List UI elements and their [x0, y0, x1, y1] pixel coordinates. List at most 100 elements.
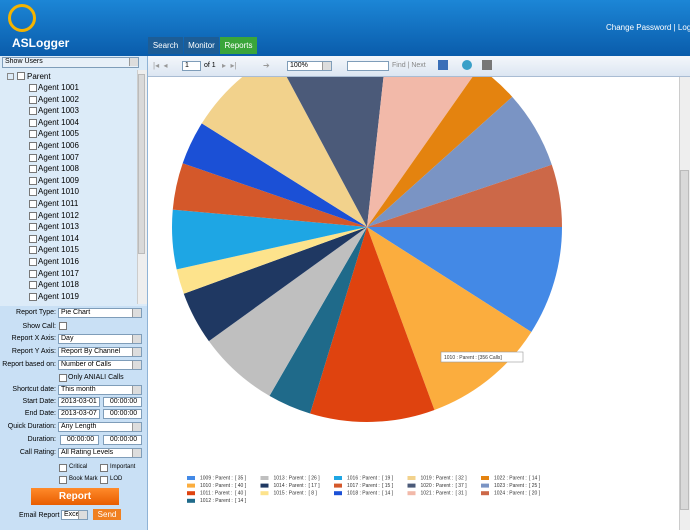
report-button[interactable]: Report [31, 488, 119, 505]
time-input[interactable]: 00:00:00 [103, 409, 142, 419]
select[interactable]: Excel [61, 510, 88, 520]
select[interactable]: Pie Chart [58, 308, 142, 318]
agent: Agent 1011 [38, 199, 79, 208]
pie-slice [367, 77, 513, 227]
legend-value: [ 17 ] [309, 483, 321, 489]
page-input[interactable]: 1 [182, 61, 201, 71]
time-input[interactable]: 00:00:00 [103, 435, 142, 445]
checkbox[interactable] [29, 107, 37, 116]
next[interactable]: Next [411, 62, 426, 69]
select[interactable]: Day [58, 334, 142, 344]
legend-label: 1019 : Parent : [421, 475, 454, 481]
checkbox[interactable] [29, 258, 37, 266]
time-input[interactable]: 00:00:00 [60, 435, 99, 445]
checkbox-label: Critical [69, 464, 88, 470]
tree-toggle[interactable] [7, 73, 14, 80]
find-input[interactable] [347, 61, 389, 71]
agent: Agent 1006 [38, 141, 79, 150]
print-icon[interactable] [482, 60, 492, 70]
time-input[interactable]: 00:00:00 [103, 397, 142, 407]
date-input[interactable]: 2013-03-07 [58, 409, 100, 419]
agent: Agent 1017 [38, 268, 79, 278]
field-label: Duration: [27, 436, 56, 443]
field-label: Report X Axis: [11, 335, 56, 342]
send-button[interactable]: Send [93, 509, 121, 520]
legend-label: 1017 : Parent : [347, 483, 380, 489]
checkbox[interactable] [29, 153, 37, 162]
go-button[interactable]: ➔ [263, 61, 270, 70]
select[interactable]: All Rating Levels [58, 448, 142, 458]
agent: Agent 1001 [38, 83, 79, 92]
nav-buttons[interactable]: |◂ ◂ [153, 61, 168, 70]
checkbox[interactable] [29, 176, 37, 185]
checkbox[interactable] [29, 118, 37, 127]
checkbox[interactable] [59, 322, 67, 330]
zoom-text: 100% [290, 62, 308, 69]
link[interactable]: Change Password [606, 23, 672, 32]
checkbox[interactable] [59, 374, 67, 382]
select[interactable]: Report By Channel [58, 347, 142, 357]
dropdown-arrow [132, 423, 141, 431]
select-text: Day [61, 335, 74, 342]
checkbox[interactable] [29, 130, 37, 139]
tab-active[interactable]: Reports [220, 37, 257, 54]
legend-label: 1021 : Parent : [421, 491, 454, 497]
legend-label: 1023 : Parent : [494, 483, 527, 489]
select[interactable]: Number of Calls [58, 360, 142, 370]
scroll-thumb[interactable] [138, 74, 145, 254]
export-icon[interactable] [438, 60, 448, 70]
checkbox[interactable] [29, 165, 37, 174]
tab[interactable]: Monitor [184, 37, 219, 54]
nav-buttons[interactable]: ▸ ▸| [222, 61, 237, 70]
checkbox[interactable] [17, 72, 25, 80]
pie-slice [367, 227, 562, 332]
legend-value: [ 14 ] [382, 491, 394, 497]
checkbox[interactable] [100, 476, 108, 484]
legend-value: [ 31 ] [456, 491, 468, 497]
checkbox[interactable] [29, 95, 37, 104]
checkbox[interactable] [29, 292, 37, 301]
link[interactable]: Logout [677, 23, 690, 32]
legend-swatch [260, 483, 269, 488]
checkbox[interactable] [29, 281, 37, 290]
legend-label: 1022 : Parent : [494, 475, 527, 481]
checkbox[interactable] [29, 223, 37, 232]
select[interactable]: This month [58, 385, 142, 395]
tooltip-box [440, 351, 524, 363]
legend-swatch [187, 498, 195, 503]
scroll-thumb[interactable] [680, 170, 689, 510]
checkbox[interactable] [29, 211, 37, 220]
checkbox[interactable] [29, 200, 37, 208]
select[interactable]: Any Length [58, 422, 142, 432]
field-label: Report Y Axis: [11, 348, 56, 355]
legend-label: 1020 : Parent : [421, 483, 454, 489]
field-label: End Date: [24, 410, 56, 417]
checkbox-label: Important [110, 464, 136, 470]
checkbox[interactable] [29, 142, 37, 150]
legend-value: [ 32 ] [456, 475, 468, 481]
legend-label: 1010 : Parent : [200, 483, 233, 489]
show-users-dropdown[interactable]: Show Users [2, 57, 139, 68]
tab[interactable]: Search [148, 37, 183, 54]
checkbox[interactable] [59, 476, 67, 484]
agent: Agent 1003 [38, 106, 79, 116]
checkbox[interactable] [29, 234, 37, 243]
checkbox[interactable] [29, 84, 37, 92]
field-label: Email Report [19, 512, 60, 519]
legend-swatch [334, 483, 342, 488]
agent: Agent 1002 [38, 94, 79, 104]
checkbox[interactable] [29, 246, 37, 255]
zoom-select[interactable]: 100% [287, 61, 332, 71]
refresh-icon[interactable] [462, 60, 472, 70]
checkbox[interactable] [100, 464, 108, 472]
field-label: Show Call: [22, 323, 56, 330]
find[interactable]: Find [392, 62, 406, 69]
checkbox[interactable] [29, 269, 37, 278]
checkbox[interactable] [29, 188, 37, 197]
checkbox[interactable] [59, 464, 67, 472]
dropdown-arrow [132, 386, 141, 394]
date-input[interactable]: 2013-03-01 [58, 397, 100, 407]
agent: Agent 1012 [38, 210, 79, 220]
user-tree [0, 56, 148, 306]
